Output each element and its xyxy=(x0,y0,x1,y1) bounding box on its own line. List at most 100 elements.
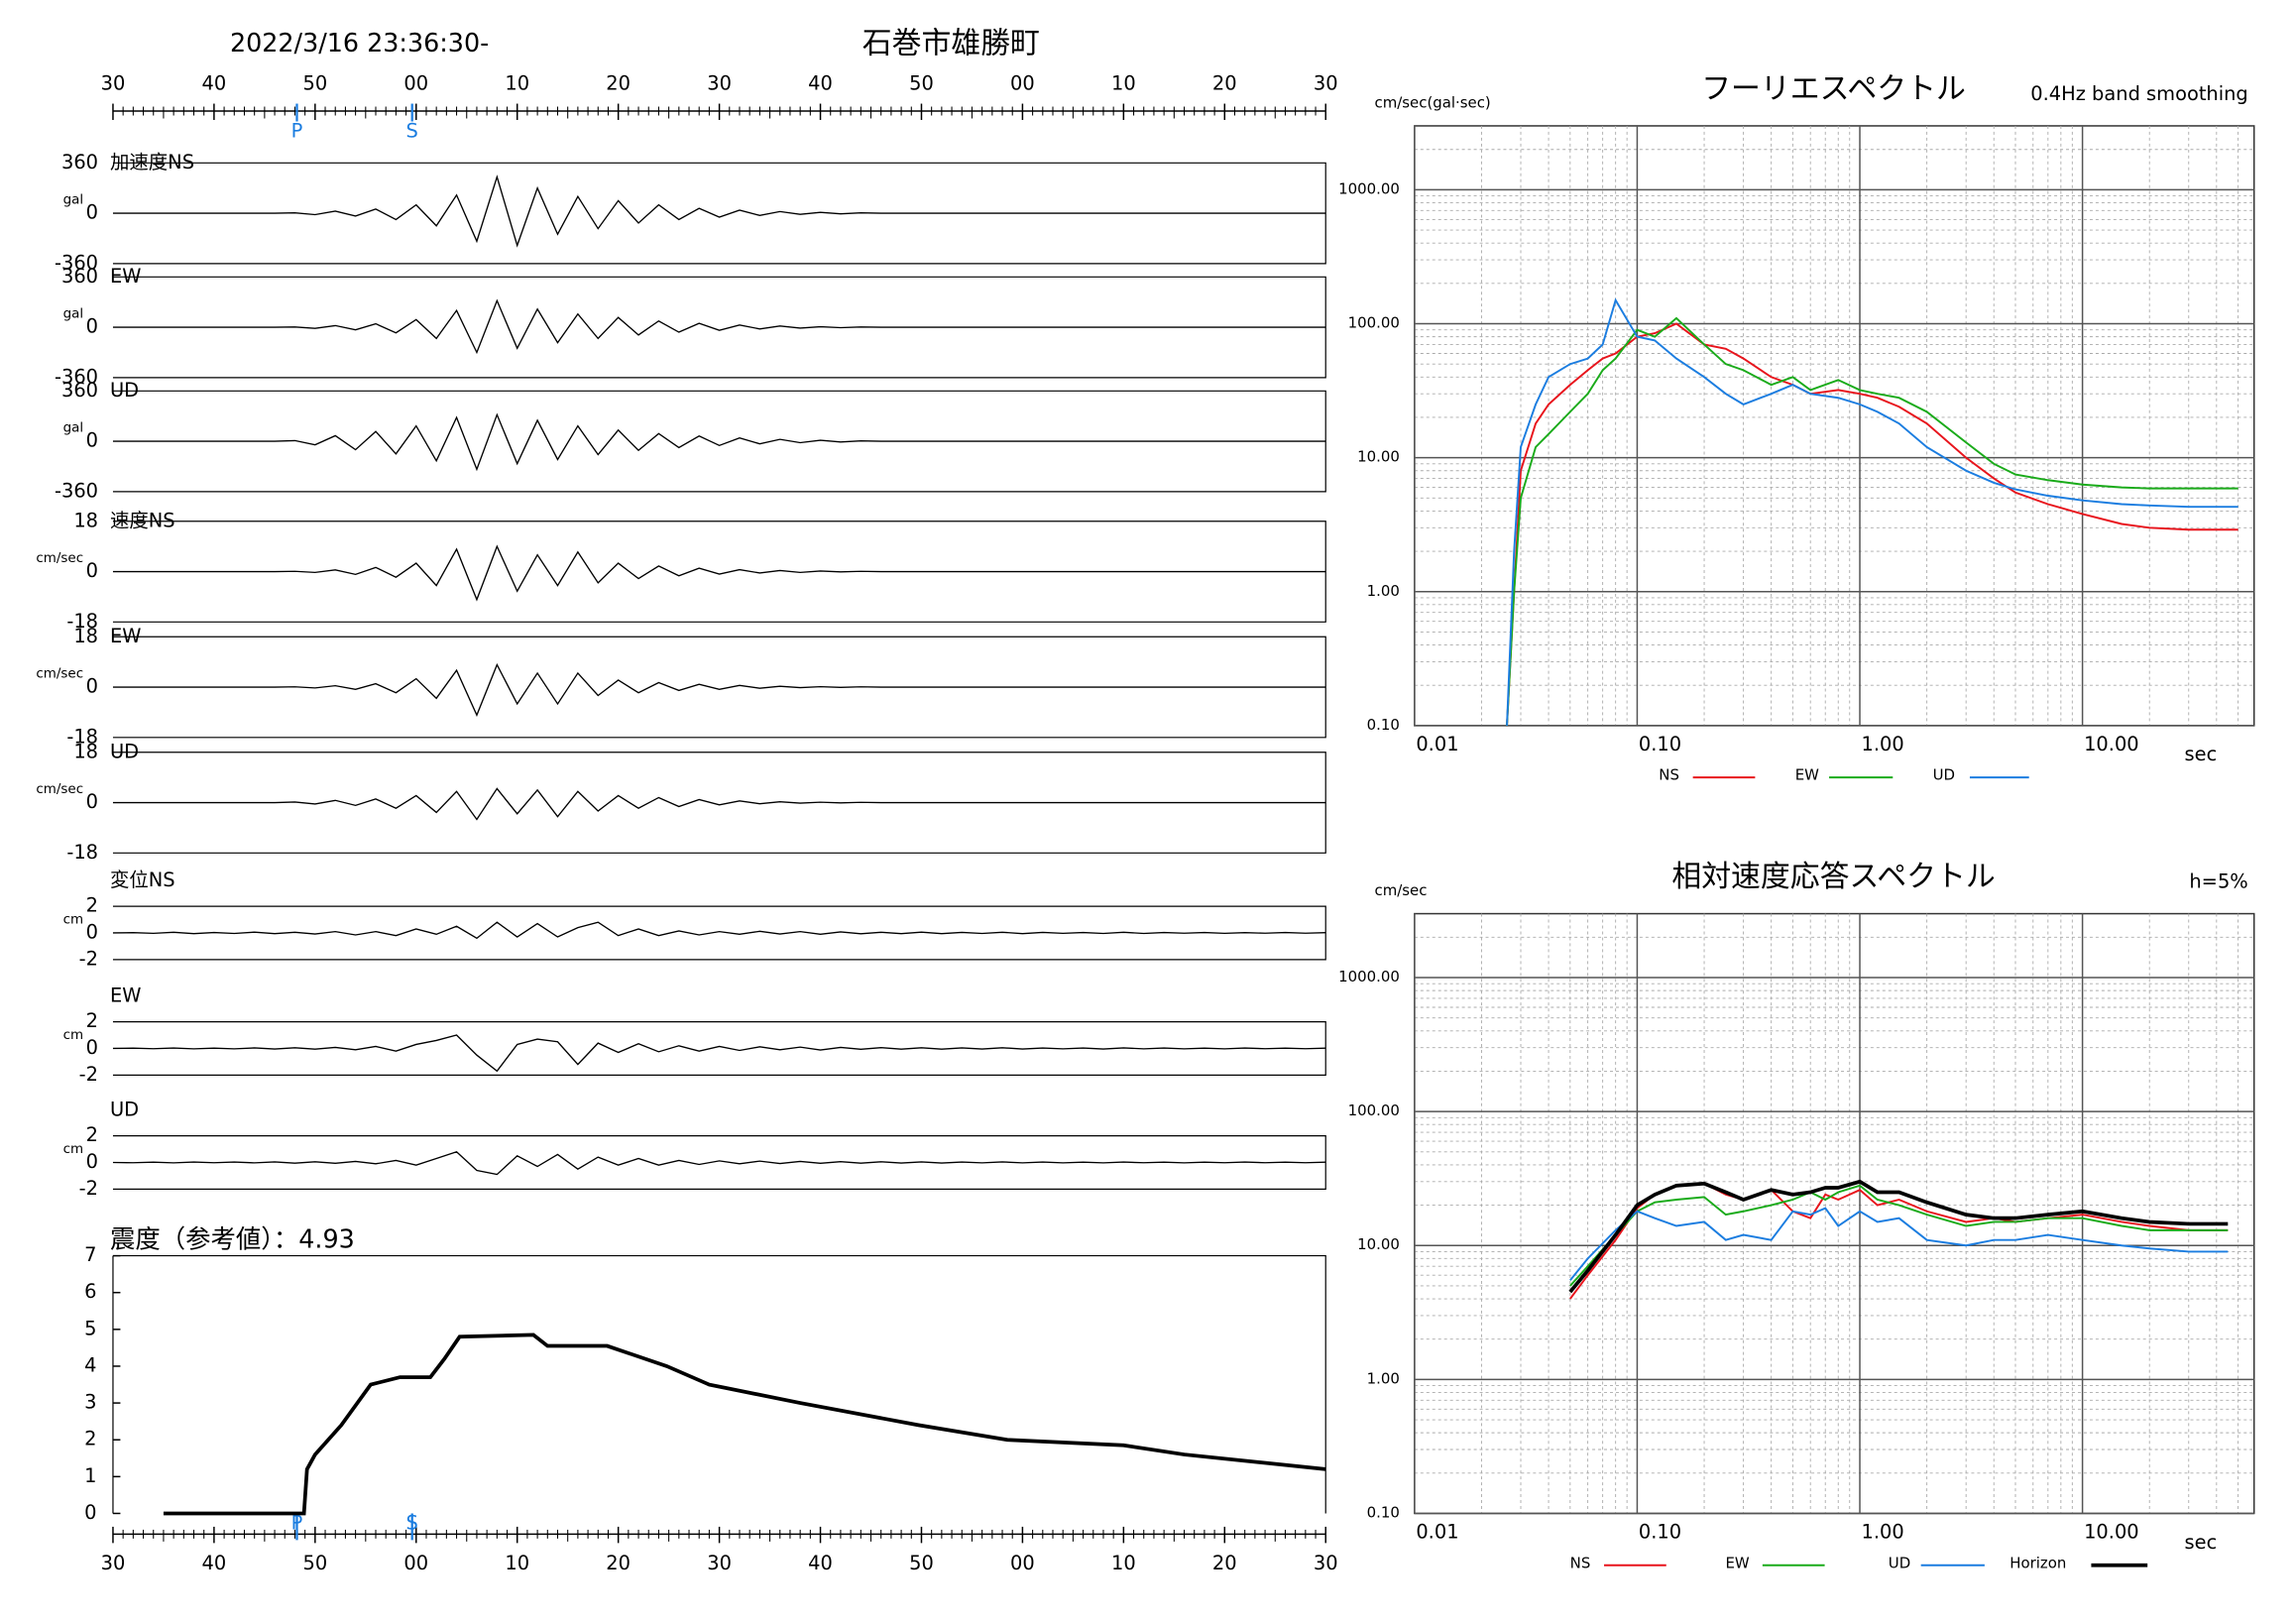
x-tick-label: 10.00 xyxy=(2084,733,2139,755)
chart-subtitle: 0.4Hz band smoothing xyxy=(2030,82,2248,105)
y-tick-label: 6 xyxy=(84,1280,96,1303)
y-tick-label: 0 xyxy=(86,920,98,943)
x-axis-label: sec xyxy=(2185,743,2218,765)
x-tick-label: 40 xyxy=(202,72,227,95)
chart-title: フーリエスペクトル xyxy=(1701,72,1966,107)
x-tick-label: 10 xyxy=(505,1552,529,1574)
y-axis-label: cm/sec xyxy=(1375,881,1428,899)
y-tick-label: -360 xyxy=(55,479,98,502)
spectrum-line xyxy=(1506,297,2239,726)
waveform xyxy=(112,1150,1326,1176)
panel-label: UD xyxy=(110,740,139,762)
waveform xyxy=(112,787,1326,821)
y-tick-label: 0 xyxy=(86,429,98,452)
y-tick-label: 2 xyxy=(86,1123,98,1146)
x-tick-label: 40 xyxy=(808,1552,833,1574)
y-tick-label: -2 xyxy=(79,1063,98,1086)
y-tick-label: 10.00 xyxy=(1357,448,1400,466)
y-tick-label: 10.00 xyxy=(1357,1235,1400,1253)
unit-label: gal xyxy=(63,421,83,436)
y-tick-label: 18 xyxy=(73,509,98,531)
waveform xyxy=(112,544,1326,602)
y-tick-label: -18 xyxy=(66,841,98,864)
x-tick-label: 30 xyxy=(1314,72,1338,95)
spectrum-line xyxy=(1506,316,2239,726)
x-tick-label: 10 xyxy=(505,72,529,95)
waveform xyxy=(112,662,1326,717)
x-tick-label: 20 xyxy=(606,1552,631,1574)
x-tick-label: 0.10 xyxy=(1639,1520,1681,1543)
x-tick-label: 1.00 xyxy=(1862,1520,1904,1543)
y-tick-label: -18 xyxy=(66,725,98,748)
phase-label: S xyxy=(406,1511,418,1534)
y-tick-label: 1.00 xyxy=(1367,1369,1400,1387)
unit-label: cm/sec xyxy=(36,551,83,566)
legend-label: NS xyxy=(1659,766,1679,784)
y-tick-label: 0 xyxy=(84,1501,96,1524)
panel-label: UD xyxy=(110,1099,139,1121)
y-tick-label: 0 xyxy=(86,790,98,813)
x-tick-label: 20 xyxy=(1212,1552,1237,1574)
x-tick-label: 20 xyxy=(1212,72,1237,95)
legend-label: UD xyxy=(1889,1554,1910,1571)
unit-label: cm/sec xyxy=(36,667,83,682)
legend-label: Horizon xyxy=(2009,1554,2066,1571)
y-tick-label: 360 xyxy=(61,151,98,174)
y-tick-label: 18 xyxy=(73,740,98,762)
y-tick-label: 1.00 xyxy=(1367,582,1400,600)
chart-title: 震度（参考値）：4.93 xyxy=(110,1224,355,1254)
x-tick-label: 50 xyxy=(302,1552,327,1574)
y-tick-label: -360 xyxy=(55,251,98,274)
y-tick-label: -360 xyxy=(55,365,98,388)
waveform xyxy=(112,174,1326,248)
y-tick-label: 100.00 xyxy=(1348,314,1400,332)
panel-frame xyxy=(112,1254,1326,1514)
y-tick-label: 3 xyxy=(84,1391,96,1414)
legend-label: UD xyxy=(1933,766,1955,784)
unit-label: cm xyxy=(63,913,83,928)
x-tick-label: 30 xyxy=(707,1552,732,1574)
y-tick-label: -2 xyxy=(79,947,98,970)
x-tick-label: 0.01 xyxy=(1416,1520,1458,1543)
chart-title: 石巻市雄勝町 xyxy=(862,26,1040,60)
panel-label: EW xyxy=(110,265,141,288)
plot-area xyxy=(1414,125,2255,727)
x-tick-label: 00 xyxy=(403,1552,428,1574)
panel-label: EW xyxy=(110,625,141,647)
spectrum-line xyxy=(1569,1207,2229,1281)
y-tick-label: 5 xyxy=(84,1317,96,1339)
x-tick-label: 40 xyxy=(808,72,833,95)
x-tick-label: 50 xyxy=(909,72,934,95)
x-tick-label: 20 xyxy=(606,72,631,95)
y-tick-label: 0.10 xyxy=(1367,1503,1400,1521)
y-tick-label: 1000.00 xyxy=(1338,179,1400,197)
unit-label: cm/sec xyxy=(36,782,83,797)
x-tick-label: 1.00 xyxy=(1862,733,1904,755)
y-tick-label: 2 xyxy=(86,894,98,917)
x-tick-label: 40 xyxy=(202,1552,227,1574)
legend-label: EW xyxy=(1795,766,1819,784)
x-tick-label: 30 xyxy=(707,72,732,95)
x-tick-label: 10.00 xyxy=(2084,1520,2139,1543)
y-tick-label: 2 xyxy=(84,1428,96,1450)
y-tick-label: 0 xyxy=(86,559,98,582)
waveform xyxy=(112,921,1326,940)
chart-subtitle: 2022/3/16 23:36:30- xyxy=(230,28,489,58)
chart-subtitle: h=5% xyxy=(2189,870,2247,893)
phase-label: P xyxy=(291,1511,303,1534)
plot-area xyxy=(1414,912,2255,1515)
y-axis-label: cm/sec(gal·sec) xyxy=(1375,94,1491,112)
y-tick-label: 1000.00 xyxy=(1338,968,1400,985)
y-tick-label: 7 xyxy=(84,1243,96,1266)
panel-label: 変位NS xyxy=(110,869,175,891)
y-tick-label: 0.10 xyxy=(1367,716,1400,734)
x-tick-label: 50 xyxy=(909,1552,934,1574)
y-tick-label: 360 xyxy=(61,379,98,402)
y-tick-label: 0 xyxy=(86,315,98,338)
spectrum-line xyxy=(1569,1184,2229,1287)
y-tick-label: 0 xyxy=(86,1150,98,1173)
x-axis-label: sec xyxy=(2185,1531,2218,1554)
unit-label: gal xyxy=(63,193,83,208)
